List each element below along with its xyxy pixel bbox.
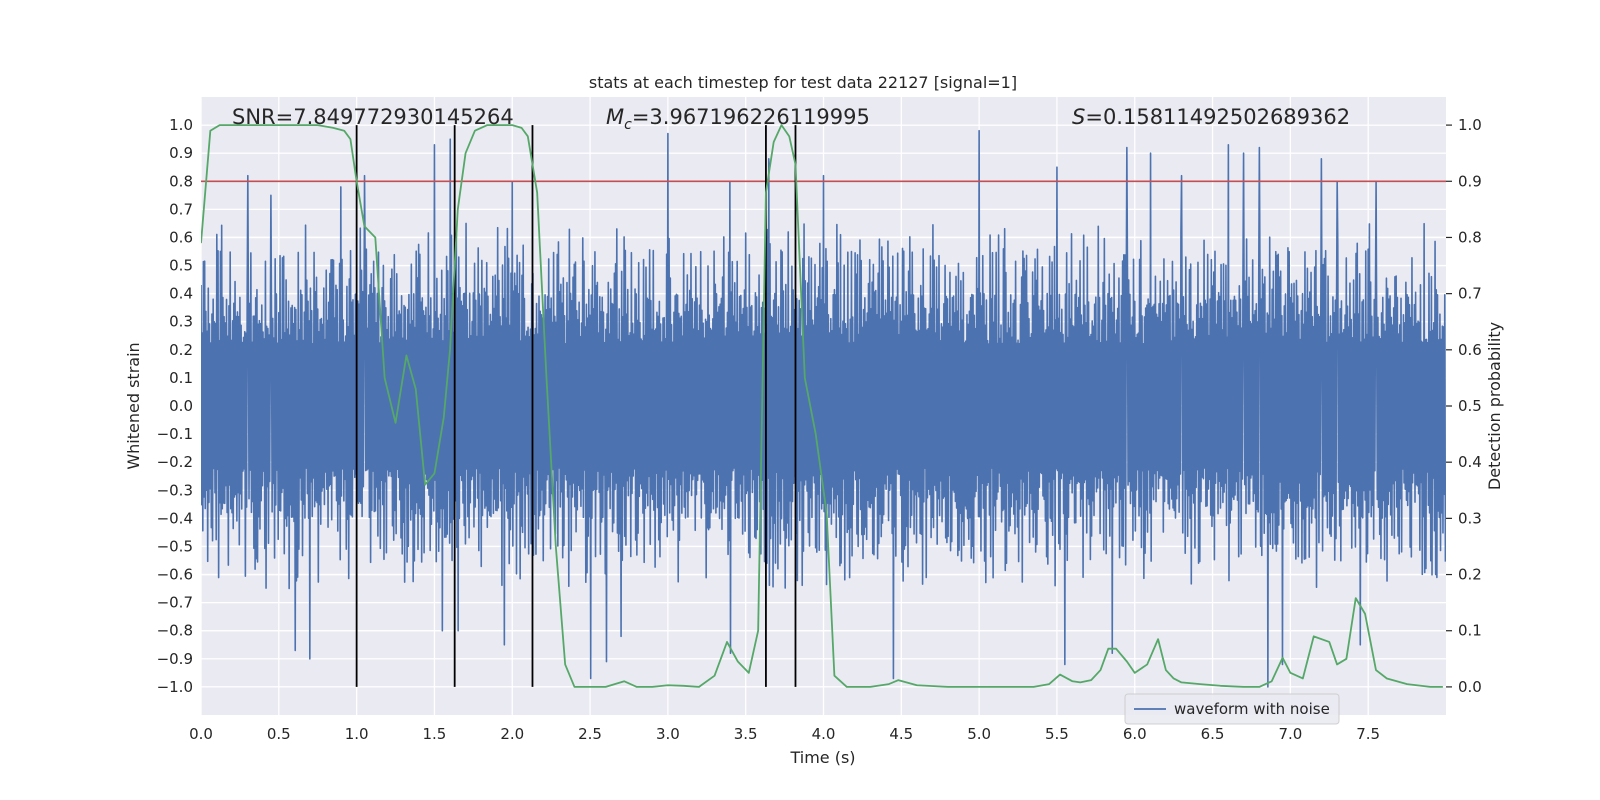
y2-tick-label: 0.3 <box>1458 509 1482 527</box>
x-tick-label: 7.0 <box>1278 725 1302 743</box>
x-tick-label: 2.5 <box>578 725 602 743</box>
y2-tick-label: 0.5 <box>1458 397 1482 415</box>
detection-probability-line <box>201 124 1443 688</box>
x-tick-label: 6.0 <box>1123 725 1147 743</box>
x-axis-label: Time (s) <box>789 748 855 767</box>
x-tick-label: 1.0 <box>345 725 369 743</box>
y2-tick-label: 0.6 <box>1458 341 1482 359</box>
y-tick-label: 1.0 <box>169 116 193 134</box>
y-tick-label: 0.1 <box>169 369 193 387</box>
y2-tick-label: 0.7 <box>1458 285 1482 303</box>
y-tick-label: 0.7 <box>169 200 193 218</box>
chart-title: stats at each timestep for test data 221… <box>589 73 1017 92</box>
chirp-mass-annotation: Mc=3.967196226119995 <box>606 105 870 133</box>
y-tick-label: 0.5 <box>169 257 193 275</box>
y-tick-label: −0.3 <box>157 481 193 499</box>
y-tick-label: −0.4 <box>157 509 193 527</box>
y-tick-label: −0.7 <box>157 594 193 612</box>
y2-tick-label: 0.8 <box>1458 228 1482 246</box>
y-tick-label: 0.0 <box>169 397 193 415</box>
plot-area <box>201 124 1446 688</box>
y-tick-label: −0.8 <box>157 622 193 640</box>
s-annotation: S=0.15811492502689362 <box>1072 105 1350 129</box>
x-tick-label: 6.5 <box>1201 725 1225 743</box>
x-tick-label: 0.0 <box>189 725 213 743</box>
y-tick-label: −1.0 <box>157 678 193 696</box>
y2-tick-label: 0.1 <box>1458 622 1482 640</box>
x-tick-label: 0.5 <box>267 725 291 743</box>
y-tick-label: −0.9 <box>157 650 193 668</box>
legend: waveform with noise <box>1124 693 1340 725</box>
y2-axis-ticks: 1.0 0.9 0.8 0.7 0.6 0.5 0.4 0.3 0.2 0.1 0.0 <box>1446 116 1482 696</box>
legend-label-waveform: waveform with noise <box>1174 700 1330 718</box>
y2-tick-label: 1.0 <box>1458 116 1482 134</box>
snr-annotation: SNR=7.849772930145264 <box>232 105 514 129</box>
x-tick-label: 4.5 <box>889 725 913 743</box>
y2-tick-label: 0.0 <box>1458 678 1482 696</box>
overlay-layer <box>201 124 1446 688</box>
y-tick-label: −0.6 <box>157 566 193 584</box>
legend-box <box>1124 693 1340 725</box>
y-tick-label: −0.2 <box>157 453 193 471</box>
y-tick-label: 0.6 <box>169 228 193 246</box>
x-tick-label: 2.0 <box>500 725 524 743</box>
y2-tick-label: 0.2 <box>1458 566 1482 584</box>
x-tick-label: 5.0 <box>967 725 991 743</box>
y-axis-ticks: 1.0 0.9 0.8 0.7 0.6 0.5 0.4 0.3 0.2 0.1 0.0 −0.1 −0.… <box>157 116 193 696</box>
x-tick-label: 4.0 <box>812 725 836 743</box>
x-axis-ticks: 0.0 0.5 1.0 1.5 2.0 2.5 3.0 3.5 4.0 4.5 5.0 5.5 6.0 6… <box>189 725 1380 743</box>
x-tick-label: 1.5 <box>423 725 447 743</box>
waveform-series <box>201 129 1446 688</box>
x-tick-label: 3.5 <box>734 725 758 743</box>
x-tick-label: 7.5 <box>1356 725 1380 743</box>
y2-tick-label: 0.9 <box>1458 172 1482 190</box>
y2-axis-label: Detection probability <box>1485 322 1504 490</box>
y-axis-label: Whitened strain <box>124 342 143 469</box>
y-tick-label: 0.3 <box>169 313 193 331</box>
waveform-line <box>201 129 1446 688</box>
y-tick-label: −0.5 <box>157 537 193 555</box>
y-tick-label: −0.1 <box>157 425 193 443</box>
y-tick-label: 0.8 <box>169 172 193 190</box>
x-tick-label: 3.0 <box>656 725 680 743</box>
x-tick-label: 5.5 <box>1045 725 1069 743</box>
y-tick-label: 0.2 <box>169 341 193 359</box>
y-tick-label: 0.9 <box>169 144 193 162</box>
y2-tick-label: 0.4 <box>1458 453 1482 471</box>
y-tick-label: 0.4 <box>169 285 193 303</box>
